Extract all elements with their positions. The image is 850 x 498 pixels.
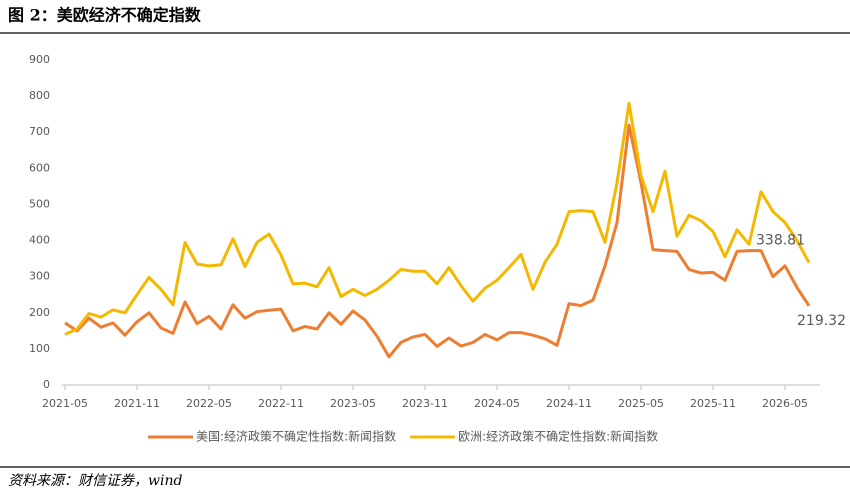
series-line	[64, 123, 811, 359]
y-tick-label: 500	[29, 197, 50, 210]
x-tick-label: 2025-11	[690, 397, 736, 410]
value-label: 219.32	[797, 313, 846, 329]
x-tick-label: 2021-05	[42, 397, 88, 410]
y-tick-label: 900	[29, 53, 50, 66]
value-label: 338.81	[756, 233, 805, 249]
x-tick-label: 2023-05	[330, 397, 376, 410]
y-tick-label: 700	[29, 125, 50, 138]
x-tick-label: 2024-05	[474, 397, 520, 410]
y-tick-label: 100	[29, 342, 50, 355]
y-tick-label: 200	[29, 306, 50, 319]
x-tick-label: 2026-05	[762, 397, 808, 410]
legend-label: 欧洲:经济政策不确定性指数:新闻指数	[458, 429, 658, 444]
x-tick-label: 2024-11	[546, 397, 592, 410]
y-tick-label: 600	[29, 161, 50, 174]
x-tick-label: 2022-05	[186, 397, 232, 410]
source: 资料来源：财信证券，wind	[8, 473, 182, 489]
x-tick-label: 2025-05	[618, 397, 664, 410]
legend-label: 美国:经济政策不确定性指数:新闻指数	[196, 429, 396, 444]
x-tick-label: 2023-11	[402, 397, 448, 410]
y-tick-label: 300	[29, 270, 50, 283]
series-line	[64, 101, 811, 336]
chart-title: 图 2：美欧经济不确定指数	[8, 6, 202, 25]
y-tick-label: 0	[43, 378, 50, 391]
x-tick-label: 2022-11	[258, 397, 304, 410]
y-tick-label: 400	[29, 234, 50, 247]
x-tick-label: 2021-11	[114, 397, 160, 410]
y-tick-label: 800	[29, 89, 50, 102]
